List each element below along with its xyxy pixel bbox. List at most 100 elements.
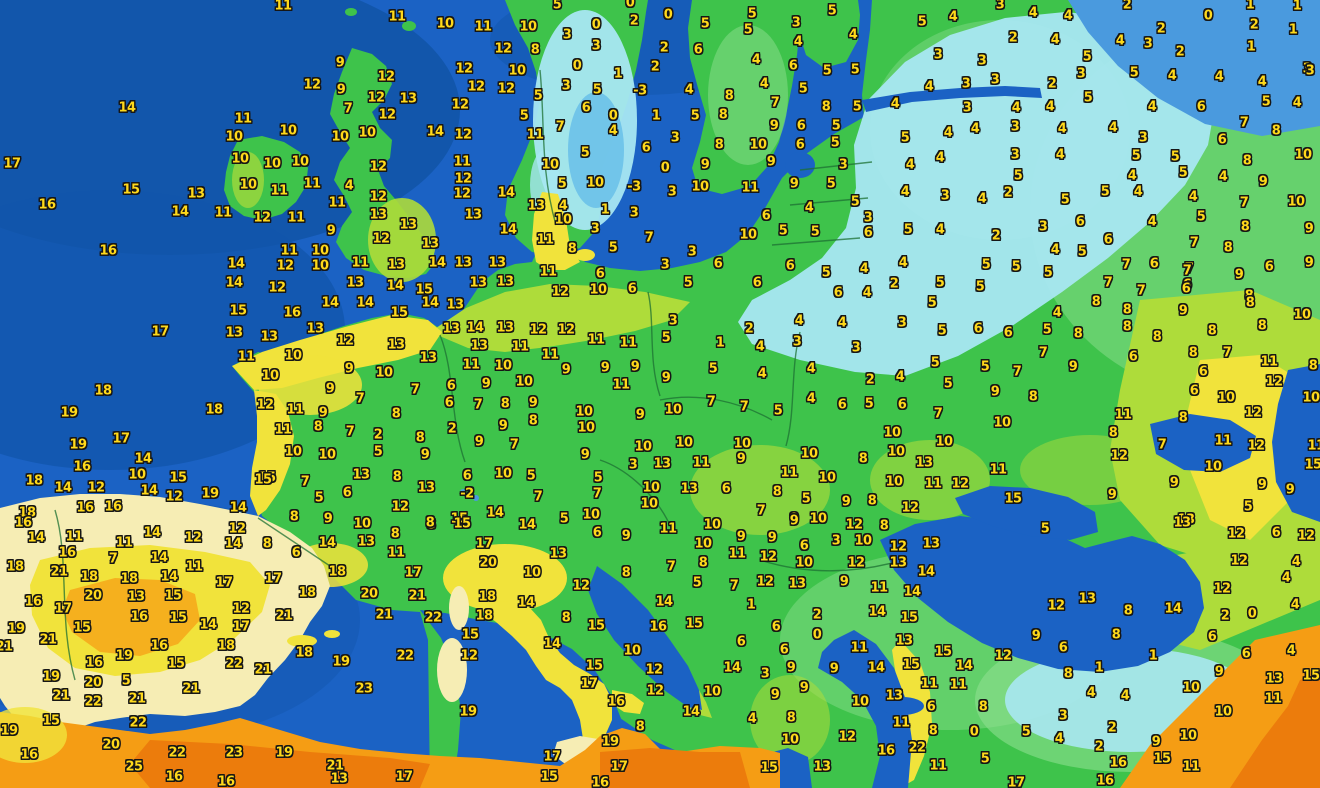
temperature-label: 6 [1241,646,1251,662]
temperature-label: 8 [1240,219,1250,235]
temperature-label: 7 [410,382,420,398]
temperature-label: 5 [852,99,862,115]
temperature-label: 11 [234,111,252,127]
karelia [798,0,860,68]
temperature-label: 5 [692,575,702,591]
temperature-label: 4 [1147,99,1157,115]
temperature-label: 4 [1050,242,1060,258]
temperature-label: 23 [355,681,373,697]
temperature-label: 7 [345,424,355,440]
temperature-label: 12 [1297,528,1315,544]
temperature-label: 6 [761,208,771,224]
temperature-label: 16 [150,638,168,654]
temperature-label: 8 [635,719,645,735]
temperature-label: 6 [713,256,723,272]
temperature-label: 10 [494,358,512,374]
temperature-label: 6 [581,100,591,116]
temperature-label: 11 [474,19,492,35]
temperature-label: 11 [619,335,637,351]
temperature-label: 13 [352,467,370,483]
temperature-label: 8 [1123,603,1133,619]
temperature-label: 12 [572,578,590,594]
temperature-label: 10 [577,420,595,436]
temperature-label: 14 [421,295,439,311]
temperature-label: 10 [311,243,329,259]
temperature-label: 17 [151,324,169,340]
temperature-label: 10 [1302,390,1320,406]
temperature-label: 12 [889,539,907,555]
temperature-label: 4 [751,52,761,68]
temperature-label: 5 [1196,209,1206,225]
temperature-label: 12 [377,69,395,85]
temperature-label: 11 [920,676,938,692]
temperature-label: 2 [889,276,899,292]
temperature-label: 11 [728,546,746,562]
temperature-label: 13 [421,236,439,252]
temperature-label: 14 [466,320,484,336]
temperature-label: 11 [387,545,405,561]
temperature-label: 7 [729,578,739,594]
temperature-label: 3 [591,38,601,54]
temperature-label: 10 [733,436,751,452]
temperature-label: 9 [561,362,571,378]
temperature-label: 5 [830,135,840,151]
temperature-label: 4 [1115,33,1125,49]
temperature-label: 12 [1227,526,1245,542]
temperature-label: 5 [690,108,700,124]
temperature-label: 15 [229,303,247,319]
temperature-label: 13 [788,576,806,592]
temperature-label: 16 [85,655,103,671]
temperature-label: 8 [1028,389,1038,405]
temperature-label: 1 [746,597,756,613]
temperature-label: 4 [948,9,958,25]
temperature-label: 22 [168,745,186,761]
temperature-label: 12 [87,480,105,496]
north-germany-band [430,284,690,352]
temperature-label: 12 [551,284,569,300]
temperature-label: 9 [323,511,333,527]
temperature-label: 13 [225,325,243,341]
temperature-label: 11 [270,183,288,199]
temperature-label: 18 [6,559,24,575]
temperature-label: 9 [736,529,746,545]
temperature-label: 8 [928,723,938,739]
temperature-label: 7 [343,101,353,117]
temperature-label: 7 [355,391,365,407]
temperature-label: 16 [104,499,122,515]
temperature-label: 10 [1293,307,1311,323]
temperature-label: 14 [1164,601,1182,617]
temperature-label: 5 [778,223,788,239]
temperature-label: 7 [739,399,749,415]
temperature-label: 18 [120,571,138,587]
temperature-label: 3 [1010,119,1020,135]
temperature-label: 9 [621,528,631,544]
temperature-label: 18 [18,505,36,521]
temperature-label: 0 [663,7,673,23]
temperature-label: 8 [262,536,272,552]
temperature-label: 12 [369,189,387,205]
temperature-label: 3 [629,205,639,221]
temperature-label: 10 [263,156,281,172]
temperature-label: 8 [714,137,724,153]
temperature-label: 12 [228,521,246,537]
temperature-label: 12 [253,210,271,226]
temperature-label: 7 [1157,437,1167,453]
temperature-label: 15 [254,472,272,488]
temperature-label: 4 [837,315,847,331]
temperature-label: 12 [529,322,547,338]
temperature-label: 8 [724,88,734,104]
temperature-label: 14 [229,500,247,516]
temperature-label: 1 [600,202,610,218]
temperature-label: 19 [115,648,133,664]
temperature-label: 21 [52,688,70,704]
temperature-label: 6 [926,699,936,715]
temperature-label: 19 [601,734,619,750]
temperature-label: 4 [935,150,945,166]
temperature-label: 13 [527,198,545,214]
temperature-label: 16 [73,459,91,475]
temperature-label: 4 [890,96,900,112]
temperature-label: 5 [927,295,937,311]
temperature-label: 8 [698,555,708,571]
temperature-label: 3 [851,340,861,356]
temperature-label: 3 [995,0,1005,13]
